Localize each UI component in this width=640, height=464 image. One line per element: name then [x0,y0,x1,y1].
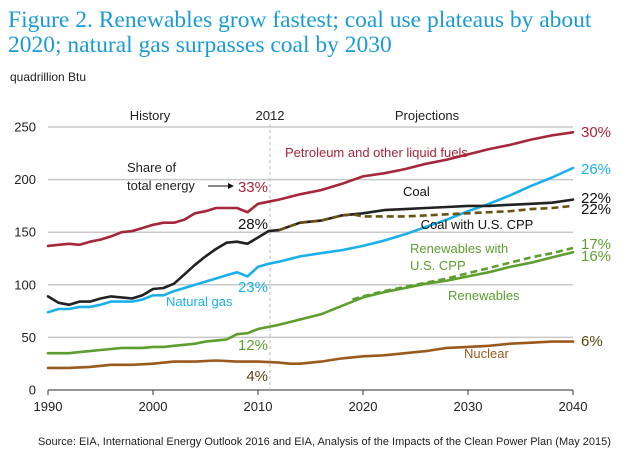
y-tick-label: 250 [14,120,36,135]
history-label: History [130,108,171,123]
share-note-line1: Share of [127,160,177,175]
source-note: Source: EIA, International Energy Outloo… [38,436,611,448]
x-tick-label: 2000 [139,399,168,414]
share-note-line2: total energy [127,178,195,193]
start-share-renewables: 12% [238,337,268,354]
y-tick-label: 200 [14,172,36,187]
end-share-coal: 22% [581,190,611,207]
y-tick-label: 50 [22,330,36,345]
end-share-renewables: 16% [581,248,611,265]
x-tick-label: 2030 [454,399,483,414]
end-share-natural-gas: 26% [581,161,611,178]
y-axis-unit-label: quadrillion Btu [10,70,87,84]
y-tick-label: 100 [14,277,36,292]
end-share-renewables-cpp: 17% [581,236,611,253]
y-tick-label: 150 [14,225,36,240]
start-share-natural-gas: 23% [238,279,268,296]
series-label-renewables: Renewables [448,288,520,303]
x-tick-label: 2010 [244,399,273,414]
x-tick-label: 2040 [559,399,588,414]
end-share-coal-cpp: 22% [581,201,611,218]
x-tick-label: 2020 [349,399,378,414]
series-line-renewables-with-u-s-cpp [352,246,574,301]
arrow-head-icon [228,183,234,189]
projections-label: Projections [395,108,460,123]
y-tick-label: 0 [29,383,36,398]
series-label-natural-gas: Natural gas [166,294,233,309]
start-share-coal: 28% [238,216,268,233]
end-share-petroleum: 30% [581,124,611,141]
series-label-nuclear: Nuclear [464,346,509,361]
series-label-renewables-cpp-line2: U.S. CPP [410,258,466,273]
chart-title: Figure 2. Renewables grow fastest; coal … [8,7,592,58]
series-label-coal-cpp: Coal with U.S. CPP [421,217,534,232]
start-share-nuclear: 4% [246,368,268,385]
series-line-nuclear [46,340,575,370]
series-label-petroleum: Petroleum and other liquid fuels [285,145,468,160]
series-line-coal [46,198,575,307]
x-tick-label: 1990 [34,399,63,414]
start-share-petroleum: 33% [238,179,268,196]
series-line-natural-gas [46,166,575,314]
series-line-renewables [46,250,575,355]
series-line-petroleum-and-other-liquid-fuels [46,131,575,248]
series-label-coal: Coal [403,184,430,199]
end-share-nuclear: 6% [581,333,603,350]
series-line-coal-with-u-s-cpp [278,204,574,232]
series-label-renewables-cpp-line1: Renewables with [410,241,508,256]
divider-year-label: 2012 [256,108,285,123]
